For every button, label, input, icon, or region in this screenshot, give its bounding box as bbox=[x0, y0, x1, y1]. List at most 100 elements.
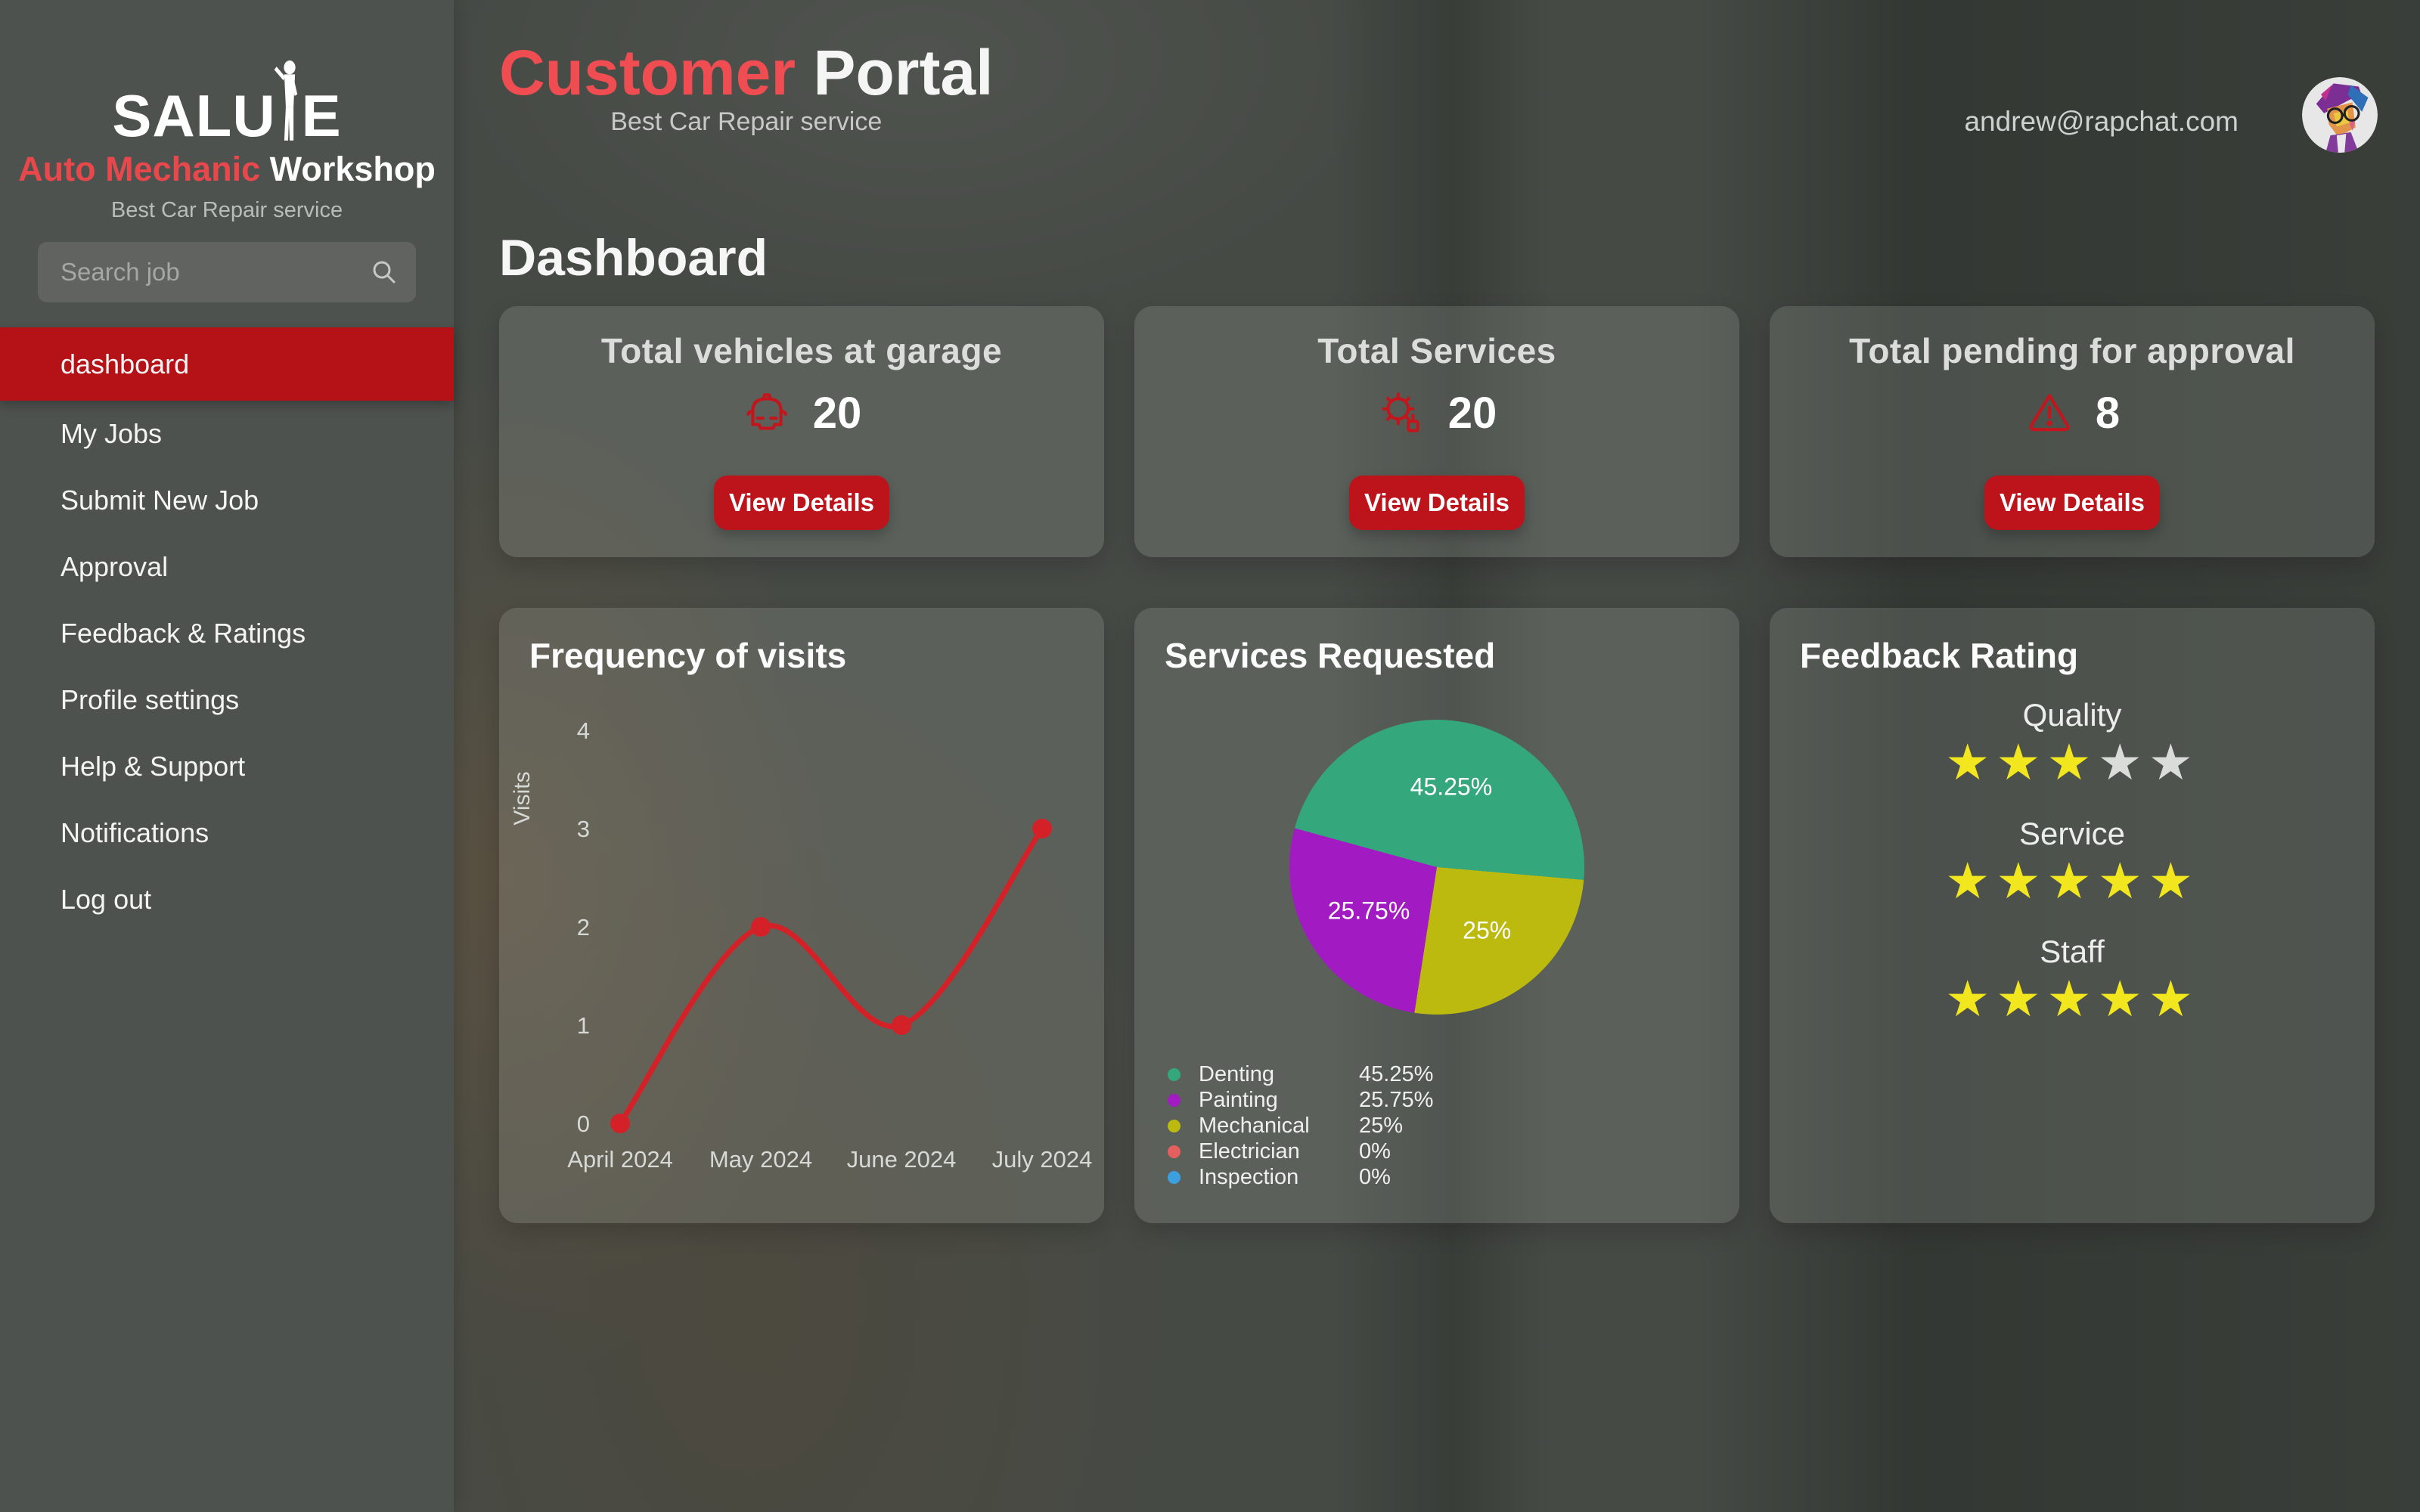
sidebar-item-label: My Jobs bbox=[60, 418, 163, 449]
legend-value: 45.25% bbox=[1359, 1061, 1434, 1086]
sidebar-item-submit-new-job[interactable]: Submit New Job bbox=[0, 467, 454, 534]
legend-item: Painting 25.75% bbox=[1168, 1087, 1433, 1113]
sidebar-item-log-out[interactable]: Log out bbox=[0, 866, 454, 933]
stat-card-value: 20 bbox=[812, 389, 862, 438]
legend-label: Denting bbox=[1199, 1061, 1274, 1086]
sidebar-item-notifications[interactable]: Notifications bbox=[0, 800, 454, 866]
rating-group-quality: Quality ★★★★★ bbox=[1770, 697, 2375, 790]
legend-item: Electrician 0% bbox=[1168, 1139, 1433, 1164]
pie-slice-label: 25% bbox=[1463, 916, 1512, 944]
car-icon bbox=[746, 392, 787, 430]
warning-icon bbox=[2029, 393, 2070, 431]
sidebar-item-my-jobs[interactable]: My Jobs bbox=[0, 401, 454, 467]
view-details-button[interactable]: View Details bbox=[1349, 476, 1525, 530]
gear-icon bbox=[1381, 392, 1419, 432]
y-tick-label: 0 bbox=[577, 1111, 590, 1137]
legend-dot bbox=[1168, 1067, 1181, 1081]
workshop-logo: SALU E Auto Mechanic Workshop Best Car R… bbox=[0, 59, 454, 223]
stat-card-value: 20 bbox=[1447, 389, 1497, 438]
feedback-rating-groups: Quality ★★★★★ Service ★★★★★ Staff ★★★★★ bbox=[1770, 697, 2375, 1052]
legend-item: Mechanical 25% bbox=[1168, 1113, 1433, 1139]
sidebar-item-label: dashboard bbox=[60, 348, 190, 380]
y-tick-label: 1 bbox=[577, 1012, 590, 1039]
sidebar-item-feedback-ratings[interactable]: Feedback & Ratings bbox=[0, 600, 454, 667]
logo-title-suffix: E bbox=[301, 82, 342, 149]
pie-slice-label: 45.25% bbox=[1410, 773, 1493, 801]
rating-group-service: Service ★★★★★ bbox=[1770, 816, 2375, 909]
rating-label: Staff bbox=[2040, 934, 2105, 970]
search-icon[interactable] bbox=[369, 257, 399, 287]
star-icon: ★ bbox=[2097, 852, 2149, 909]
sidebar-item-approval[interactable]: Approval bbox=[0, 534, 454, 600]
feedback-card-title: Feedback Rating bbox=[1800, 636, 2079, 675]
star-icon: ★ bbox=[2097, 971, 2149, 1027]
star-rating: ★★★★★ bbox=[1770, 852, 2375, 909]
pie-chart-title: Services Requested bbox=[1165, 636, 1496, 675]
stat-card-value: 8 bbox=[2095, 389, 2121, 438]
sidebar-nav: dashboard My Jobs Submit New Job Approva… bbox=[0, 327, 454, 933]
data-point bbox=[1032, 819, 1052, 838]
x-tick-label: April 2024 bbox=[567, 1146, 673, 1173]
legend-label: Electrician bbox=[1199, 1139, 1300, 1163]
legend-value: 25.75% bbox=[1359, 1087, 1434, 1112]
stat-card-services: Total Services 20 View Details bbox=[1134, 306, 1739, 557]
pie-chart: 45.25% 25.75% 25% bbox=[1289, 720, 1584, 1015]
view-details-button[interactable]: View Details bbox=[714, 476, 889, 530]
pie-graphic bbox=[1289, 720, 1584, 1015]
services-requested-card: Services Requested 45.25% 25.75% 25% Denti… bbox=[1134, 608, 1739, 1223]
sidebar-item-label: Help & Support bbox=[60, 751, 246, 782]
legend-dot bbox=[1168, 1119, 1181, 1132]
stat-card-value-row: 20 bbox=[499, 388, 1104, 438]
sidebar-item-label: Profile settings bbox=[60, 684, 240, 715]
y-tick-label: 3 bbox=[577, 816, 590, 842]
legend-item: Denting 45.25% bbox=[1168, 1061, 1433, 1087]
logo-tagline: Best Car Repair service bbox=[110, 198, 343, 222]
stat-card-title: Total Services bbox=[1317, 331, 1556, 370]
star-icon: ★ bbox=[1945, 734, 1996, 790]
x-tick-label: May 2024 bbox=[709, 1146, 812, 1173]
legend-dot bbox=[1168, 1093, 1181, 1107]
star-icon: ★ bbox=[2148, 734, 2199, 790]
sidebar: SALU E Auto Mechanic Workshop Best Car R… bbox=[0, 0, 454, 1512]
sidebar-item-help-support[interactable]: Help & Support bbox=[0, 733, 454, 800]
star-rating: ★★★★★ bbox=[1770, 735, 2375, 790]
logo-subtitle-accent: Auto Mechanic bbox=[18, 150, 261, 188]
star-icon: ★ bbox=[2046, 852, 2098, 909]
star-icon: ★ bbox=[1996, 971, 2047, 1027]
user-avatar[interactable] bbox=[2302, 77, 2378, 153]
logo-title: SALU E bbox=[0, 59, 454, 149]
data-point bbox=[751, 917, 771, 937]
y-axis-label: Visits bbox=[510, 771, 535, 825]
stat-card-pending-approval: Total pending for approval 8 View Detail… bbox=[1770, 306, 2375, 557]
rating-group-staff: Staff ★★★★★ bbox=[1770, 934, 2375, 1027]
x-tick-label: July 2024 bbox=[992, 1146, 1093, 1173]
view-details-button[interactable]: View Details bbox=[1984, 476, 2160, 530]
stat-card-value-row: 8 bbox=[1770, 388, 2375, 438]
sidebar-item-label: Feedback & Ratings bbox=[60, 618, 306, 649]
star-icon: ★ bbox=[2097, 734, 2149, 790]
feedback-rating-card: Feedback Rating Quality ★★★★★ Service ★★★★★… bbox=[1770, 608, 2375, 1223]
legend-value: 0% bbox=[1359, 1139, 1391, 1163]
star-icon: ★ bbox=[1945, 852, 1996, 909]
search-input[interactable] bbox=[59, 242, 361, 302]
legend-label: Mechanical bbox=[1199, 1113, 1310, 1138]
legend-item: Inspection 0% bbox=[1168, 1164, 1433, 1190]
x-tick-label: June 2024 bbox=[847, 1146, 957, 1173]
logo-subtitle: Auto Mechanic Workshop bbox=[0, 150, 454, 189]
sidebar-item-label: Notifications bbox=[60, 817, 209, 848]
sidebar-item-label: Approval bbox=[60, 551, 169, 582]
legend-value: 25% bbox=[1359, 1113, 1404, 1138]
legend-value: 0% bbox=[1359, 1164, 1391, 1189]
sidebar-item-dashboard[interactable]: dashboard bbox=[0, 327, 454, 401]
star-icon: ★ bbox=[2046, 971, 2098, 1027]
sidebar-item-profile-settings[interactable]: Profile settings bbox=[0, 667, 454, 733]
legend-label: Painting bbox=[1199, 1087, 1278, 1112]
star-icon: ★ bbox=[2046, 734, 2098, 790]
portal-title-accent: Customer bbox=[499, 37, 796, 108]
line-series bbox=[618, 826, 1044, 1126]
page-title: Dashboard bbox=[499, 228, 768, 287]
portal-title: Customer Portal bbox=[499, 39, 993, 106]
star-icon: ★ bbox=[1996, 852, 2047, 909]
y-tick-label: 2 bbox=[577, 914, 590, 940]
